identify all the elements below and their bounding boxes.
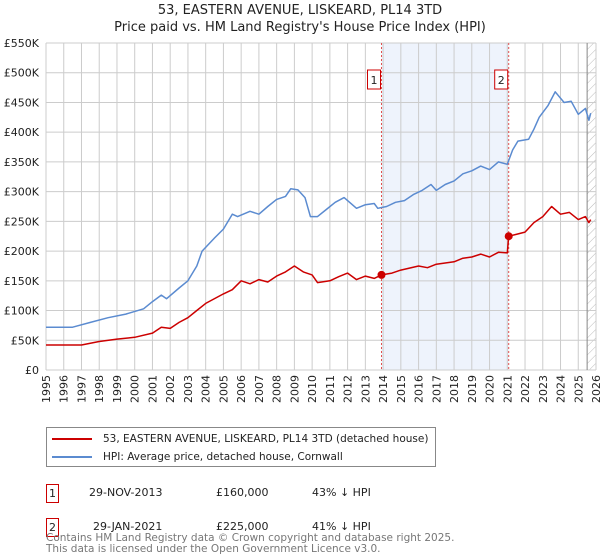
legend-label-hpi: HPI: Average price, detached house, Corn… bbox=[103, 451, 343, 463]
x-tick-label: 1996 bbox=[58, 375, 71, 403]
x-tick-label: 2000 bbox=[129, 375, 142, 403]
x-tick-label: 2010 bbox=[306, 375, 319, 403]
x-tick-label: 2008 bbox=[271, 375, 284, 403]
transaction-hpi-diff: 43% ↓ HPI bbox=[312, 486, 371, 499]
x-tick-label: 1999 bbox=[111, 375, 124, 403]
legend-item-property: 53, EASTERN AVENUE, LISKEARD, PL14 3TD (… bbox=[52, 433, 428, 445]
x-tick-label: 2011 bbox=[324, 375, 337, 403]
y-tick-label: £250K bbox=[4, 215, 40, 228]
x-tick-label: 2016 bbox=[413, 375, 426, 403]
x-tick-label: 2019 bbox=[466, 375, 479, 403]
x-tick-label: 2020 bbox=[484, 375, 497, 403]
forecast-hatch bbox=[587, 43, 596, 370]
y-tick-label: £300K bbox=[4, 186, 40, 199]
x-tick-label: 2006 bbox=[235, 375, 248, 403]
x-tick-label: 1997 bbox=[75, 375, 88, 403]
x-tick-label: 2021 bbox=[501, 375, 514, 403]
sale-marker-badge bbox=[494, 69, 509, 90]
x-tick-label: 2004 bbox=[200, 375, 213, 403]
sale-period-shading bbox=[381, 43, 509, 370]
sale-point bbox=[504, 232, 513, 241]
y-tick-label: £150K bbox=[4, 275, 40, 288]
legend-item-hpi: HPI: Average price, detached house, Corn… bbox=[52, 451, 343, 463]
x-tick-label: 2022 bbox=[519, 375, 532, 403]
transaction-marker: 2 bbox=[46, 518, 59, 537]
y-tick-label: £350K bbox=[4, 156, 40, 169]
x-tick-label: 2023 bbox=[537, 375, 550, 403]
y-tick-label: £450K bbox=[4, 96, 40, 109]
transaction-hpi-diff: 41% ↓ HPI bbox=[312, 520, 371, 533]
x-tick-label: 2003 bbox=[182, 375, 195, 403]
transaction-marker: 1 bbox=[46, 484, 59, 503]
y-tick-label: £50K bbox=[11, 334, 40, 347]
x-tick-label: 1998 bbox=[93, 375, 106, 403]
x-tick-label: 2012 bbox=[342, 375, 355, 403]
legend-swatch-hpi bbox=[52, 456, 92, 458]
x-tick-label: 2015 bbox=[395, 375, 408, 403]
chart-title: 53, EASTERN AVENUE, LISKEARD, PL14 3TD bbox=[157, 3, 443, 18]
y-tick-label: £500K bbox=[4, 67, 40, 80]
x-tick-label: 2026 bbox=[590, 375, 600, 403]
x-tick-label: 1995 bbox=[40, 375, 53, 403]
property-price-line bbox=[46, 205, 592, 346]
y-tick-label: £100K bbox=[4, 305, 40, 318]
transaction-date: 29-JAN-2021 bbox=[93, 520, 163, 533]
transaction-price: £225,000 bbox=[216, 520, 269, 533]
footer-licence: This data is licensed under the Open Gov… bbox=[46, 543, 381, 555]
legend-swatch-property bbox=[52, 438, 92, 440]
legend-label-property: 53, EASTERN AVENUE, LISKEARD, PL14 3TD (… bbox=[103, 433, 429, 445]
x-tick-label: 2007 bbox=[253, 375, 266, 403]
x-tick-label: 2002 bbox=[164, 375, 177, 403]
y-tick-label: £0 bbox=[25, 364, 39, 377]
y-tick-label: £400K bbox=[4, 126, 40, 139]
x-tick-label: 2014 bbox=[377, 375, 390, 403]
y-tick-label: £550K bbox=[4, 37, 40, 50]
footer-copyright: Contains HM Land Registry data © Crown c… bbox=[46, 532, 455, 544]
sale-marker-label: 1 bbox=[371, 74, 378, 87]
price-chart: 1995 1996 1997 1998 1999 2000 2001 2002 2003 2004… bbox=[4, 37, 600, 403]
chart-subtitle: Price paid vs. HM Land Registry's House … bbox=[114, 20, 486, 35]
x-tick-label: 2018 bbox=[448, 375, 461, 403]
hpi-line bbox=[46, 91, 592, 328]
y-tick-label: £200K bbox=[4, 245, 40, 258]
x-tick-label: 2017 bbox=[430, 375, 443, 403]
x-tick-label: 2005 bbox=[217, 375, 230, 403]
sale-marker-label: 2 bbox=[498, 74, 505, 87]
transaction-price: £160,000 bbox=[216, 486, 269, 499]
x-tick-label: 2013 bbox=[359, 375, 372, 403]
transaction-date: 29-NOV-2013 bbox=[89, 486, 163, 499]
x-tick-label: 2009 bbox=[288, 375, 301, 403]
x-tick-label: 2001 bbox=[146, 375, 159, 403]
legend: 53, EASTERN AVENUE, LISKEARD, PL14 3TD (… bbox=[46, 427, 436, 467]
x-tick-label: 2024 bbox=[555, 375, 568, 403]
x-tick-label: 2025 bbox=[572, 375, 585, 403]
sale-marker-badge bbox=[367, 69, 381, 90]
sale-point bbox=[377, 270, 386, 279]
